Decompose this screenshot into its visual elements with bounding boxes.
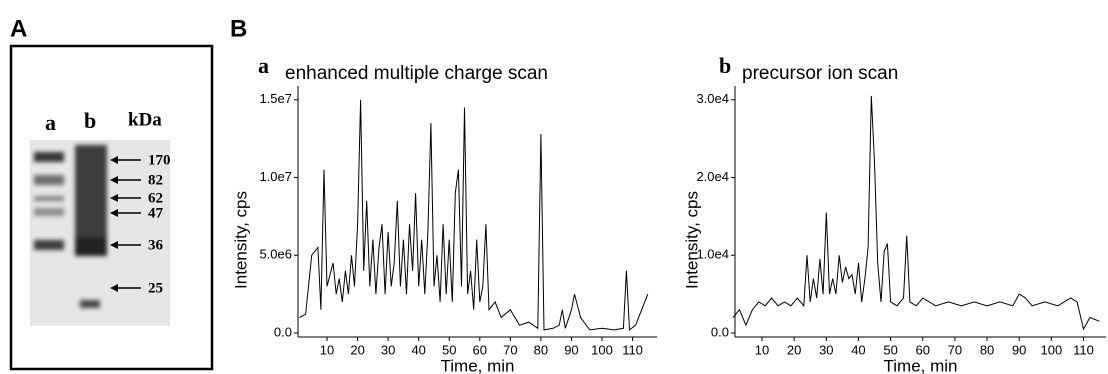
marker-label: 82 bbox=[148, 172, 163, 188]
x-tick-label: 70 bbox=[503, 342, 517, 357]
x-tick-label: 70 bbox=[948, 342, 962, 357]
y-tick-label: 0.0 bbox=[274, 324, 292, 339]
x-tick-label: 90 bbox=[1012, 342, 1026, 357]
data-line bbox=[300, 100, 648, 330]
x-axis-label: Time, min bbox=[884, 356, 958, 374]
data-line bbox=[733, 96, 1100, 329]
x-tick-label: 40 bbox=[411, 342, 425, 357]
y-tick-label: 5.0e6 bbox=[259, 247, 292, 262]
y-tick-label: 1.0e4 bbox=[696, 247, 729, 262]
x-tick-label: 10 bbox=[755, 342, 769, 357]
x-tick-label: 30 bbox=[381, 342, 395, 357]
chart-title: precursor ion scan bbox=[742, 63, 898, 84]
lane-label: b bbox=[84, 108, 96, 133]
panel-label: a bbox=[258, 53, 269, 78]
y-tick-label: 3.0e4 bbox=[696, 91, 729, 106]
charts: a enhanced multiple charge scan Intensity,… bbox=[231, 53, 1106, 374]
x-tick-label: 20 bbox=[350, 342, 364, 357]
panel-letter: A bbox=[10, 15, 27, 42]
x-tick-label: 10 bbox=[320, 342, 334, 357]
y-tick-label: 2.0e4 bbox=[696, 169, 729, 184]
y-axis-label: Intensity, cps bbox=[231, 191, 250, 289]
x-tick-label: 90 bbox=[564, 342, 578, 357]
chart-title: enhanced multiple charge scan bbox=[285, 63, 548, 84]
panel-label: b bbox=[719, 53, 731, 78]
y-tick-label: 1.5e7 bbox=[259, 91, 292, 106]
page: A B a b kDa 170 82 6247 36 25 a enhanced mult… bbox=[0, 0, 1108, 374]
x-tick-label: 110 bbox=[622, 342, 643, 357]
x-tick-label: 40 bbox=[851, 342, 865, 357]
x-tick-label: 80 bbox=[980, 342, 994, 357]
y-axis-label: Intensity, cps bbox=[682, 191, 701, 289]
marker-label: 47 bbox=[148, 205, 164, 221]
marker-label: 170 bbox=[148, 152, 171, 168]
marker-label: 36 bbox=[148, 237, 164, 253]
x-tick-label: 80 bbox=[534, 342, 548, 357]
x-tick-label: 60 bbox=[473, 342, 487, 357]
x-tick-label: 50 bbox=[883, 342, 897, 357]
x-tick-label: 50 bbox=[442, 342, 456, 357]
marker-label: 25 bbox=[148, 280, 163, 296]
x-tick-label: 110 bbox=[1073, 342, 1094, 357]
marker-label: 62 bbox=[148, 190, 163, 206]
lane-label: a bbox=[45, 110, 56, 135]
panel-letter: B bbox=[230, 15, 247, 42]
x-tick-label: 100 bbox=[591, 342, 613, 357]
unit-label: kDa bbox=[128, 109, 162, 130]
x-tick-label: 100 bbox=[1040, 342, 1062, 357]
figure: A B a b kDa 170 82 6247 36 25 a enhanced mult… bbox=[0, 0, 1108, 374]
x-tick-label: 30 bbox=[819, 342, 833, 357]
x-tick-label: 60 bbox=[916, 342, 930, 357]
y-tick-label: 1.0e7 bbox=[259, 169, 292, 184]
y-tick-label: 0.0 bbox=[711, 324, 729, 339]
x-tick-label: 20 bbox=[787, 342, 801, 357]
x-axis-label: Time, min bbox=[441, 356, 515, 374]
